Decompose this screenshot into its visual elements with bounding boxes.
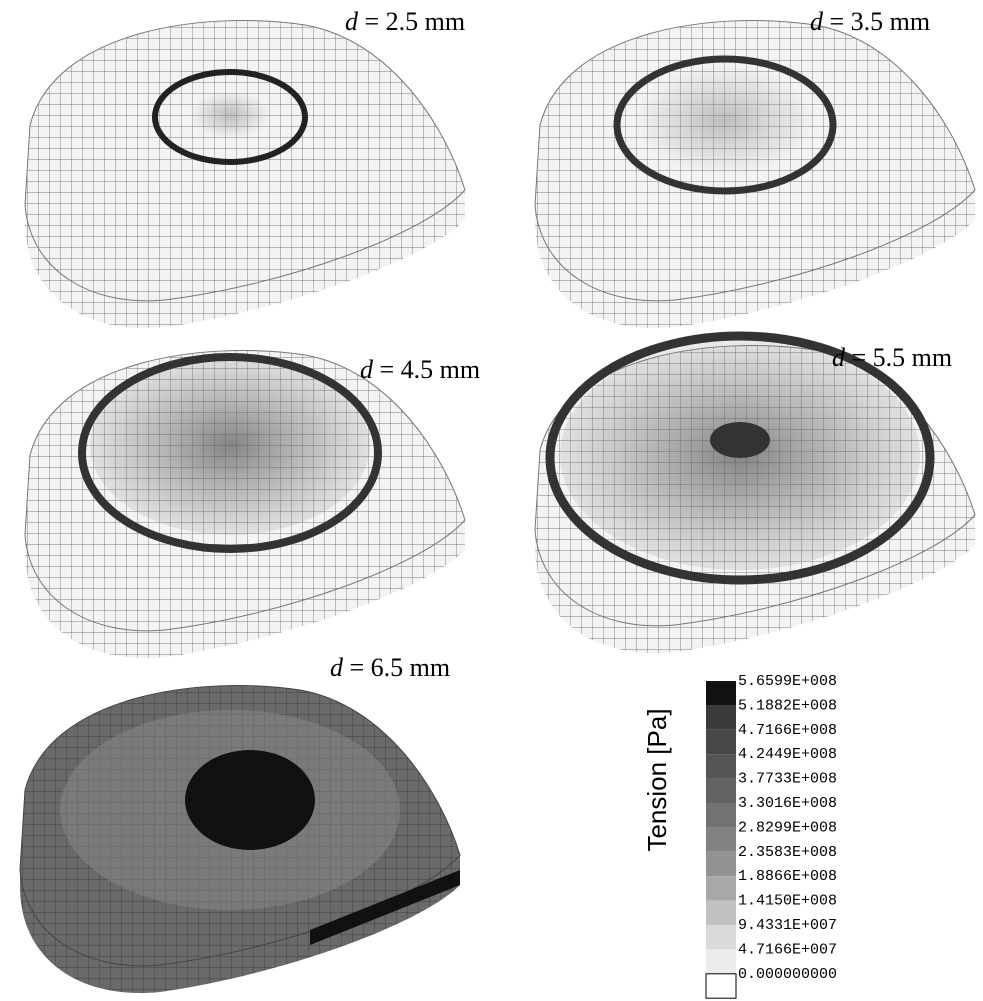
panel <box>25 21 465 328</box>
legend-swatch <box>706 754 736 778</box>
legend-swatch <box>706 925 736 949</box>
caption-text: = 5.5 mm <box>852 343 953 372</box>
legend-swatch <box>706 730 736 754</box>
variable: d <box>345 7 359 36</box>
legend-level: 3.3016E+008 <box>738 795 837 812</box>
variable: d <box>330 653 344 682</box>
legend-level: 3.7733E+008 <box>738 771 837 788</box>
legend-level: 0.000000000 <box>738 966 837 983</box>
shading <box>190 91 270 139</box>
legend-swatch <box>706 876 736 900</box>
legend-level: 9.4331E+007 <box>738 917 837 934</box>
core <box>710 422 770 458</box>
panel-caption: d = 3.5 mm <box>810 7 930 36</box>
caption-text: = 3.5 mm <box>830 7 931 36</box>
legend-swatch <box>706 681 736 705</box>
variable: d <box>360 355 374 384</box>
legend-swatch <box>706 949 736 973</box>
legend-level: 1.4150E+008 <box>738 893 837 910</box>
legend: Tension [Pa] 5.6599E+008 5.1882E+008 4.716… <box>642 673 837 998</box>
panel <box>535 21 975 328</box>
panel-caption: d = 2.5 mm <box>345 7 465 36</box>
variable: d <box>810 7 824 36</box>
legend-level: 2.8299E+008 <box>738 819 837 836</box>
panel <box>25 351 465 658</box>
legend-swatch <box>706 827 736 851</box>
legend-swatch <box>706 901 736 925</box>
legend-swatch <box>706 705 736 729</box>
legend-swatch <box>706 779 736 803</box>
panel-caption: d = 6.5 mm <box>330 653 450 682</box>
page: d = 2.5 mm d = 3.5 mm d = 4.5 mm d = 5.5… <box>0 0 983 1001</box>
caption-text: = 2.5 mm <box>365 7 466 36</box>
legend-title: Tension [Pa] <box>642 708 672 851</box>
legend-swatch <box>706 974 736 998</box>
variable: d <box>832 343 846 372</box>
caption-text: = 6.5 mm <box>350 653 451 682</box>
legend-level: 5.1882E+008 <box>738 697 837 714</box>
figure: d = 2.5 mm d = 3.5 mm d = 4.5 mm d = 5.5… <box>0 0 983 1001</box>
legend-level: 4.7166E+007 <box>738 941 837 958</box>
shading <box>635 65 815 175</box>
legend-swatch <box>706 803 736 827</box>
panel-caption: d = 4.5 mm <box>360 355 480 384</box>
panel <box>535 336 975 653</box>
panel <box>20 686 460 993</box>
caption-text: = 4.5 mm <box>380 355 481 384</box>
legend-level: 5.6599E+008 <box>738 673 837 690</box>
legend-swatch <box>706 852 736 876</box>
legend-level: 2.3583E+008 <box>738 844 837 861</box>
legend-level: 4.7166E+008 <box>738 722 837 739</box>
legend-level: 4.2449E+008 <box>738 746 837 763</box>
legend-level: 1.8866E+008 <box>738 868 837 885</box>
panel-caption: d = 5.5 mm <box>832 343 952 372</box>
core <box>185 750 315 850</box>
